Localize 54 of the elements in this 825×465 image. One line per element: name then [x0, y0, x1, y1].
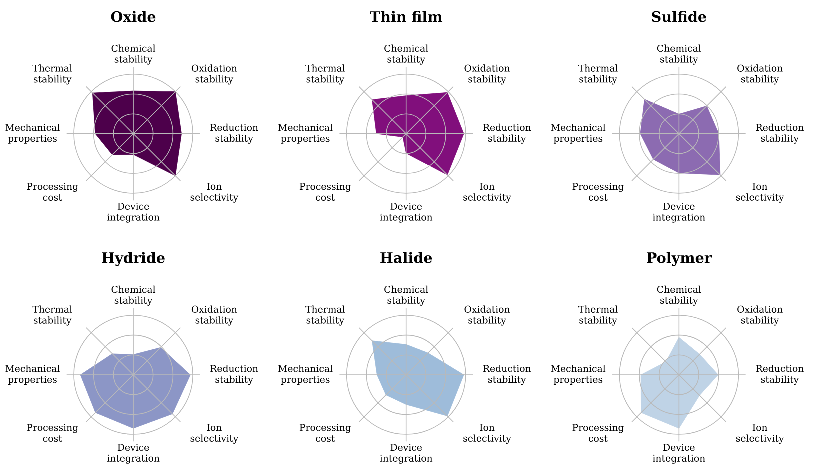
spoke-label: Mechanical properties: [551, 124, 606, 144]
spoke-label: Ion selectivity: [464, 183, 512, 203]
spoke-label: Processing cost: [300, 424, 352, 442]
spoke-label: Mechanical properties: [6, 365, 60, 386]
spoke-label: Chemical stability: [657, 44, 702, 65]
spoke-label: Oxidation stability: [192, 306, 238, 326]
chart-title: Oxide: [111, 11, 156, 22]
spoke-label: Reduction stability: [210, 124, 258, 144]
spoke-label: Processing cost: [300, 183, 352, 202]
spoke-label: Thermal stability: [306, 306, 346, 326]
spoke-label: Device integration: [107, 203, 160, 223]
spoke-label: Chemical stability: [384, 286, 428, 306]
spoke-label: Ion selectivity: [736, 183, 784, 203]
spoke-label: Ion selectivity: [736, 424, 784, 444]
spoke-label: Reduction stability: [756, 124, 804, 144]
spoke-label: Device integration: [653, 444, 706, 464]
spoke-label: Thermal stability: [578, 64, 618, 85]
spoke-label: Mechanical properties: [551, 365, 606, 386]
spoke-label: Processing cost: [27, 183, 78, 202]
chart-title: Sulfide: [652, 11, 706, 22]
spoke-label: Ion selectivity: [190, 424, 239, 444]
spoke-label: Oxidation stability: [738, 306, 783, 326]
spoke-label: Oxidation stability: [464, 64, 510, 85]
spoke-label: Chemical stability: [112, 44, 156, 65]
chart-title: Halide: [380, 252, 432, 264]
spoke-label: Ion selectivity: [190, 183, 239, 203]
spoke-label: Reduction stability: [483, 124, 532, 144]
spoke-label: Mechanical properties: [6, 124, 60, 144]
spoke-label: Processing cost: [27, 424, 78, 442]
spoke-label: Oxidation stability: [738, 64, 783, 85]
spoke-label: Processing cost: [572, 424, 624, 442]
spoke-label: Oxidation stability: [192, 64, 238, 85]
spoke-label: Device integration: [653, 203, 706, 223]
spoke-label: Reduction stability: [756, 365, 804, 386]
spoke-label: Chemical stability: [657, 286, 702, 306]
spoke-label: Thermal stability: [32, 306, 72, 326]
spoke-label: Device integration: [107, 444, 160, 464]
spoke-label: Device integration: [380, 444, 433, 464]
chart-title: Hydride: [102, 252, 165, 266]
spoke-label: Device integration: [380, 203, 433, 223]
chart-title: Thin film: [370, 11, 443, 22]
spoke-label: Reduction stability: [210, 365, 258, 386]
spoke-label: Thermal stability: [306, 64, 346, 85]
spoke-label: Thermal stability: [578, 306, 618, 326]
spoke-label: Thermal stability: [32, 64, 72, 85]
spoke-label: Mechanical properties: [278, 365, 333, 386]
spoke-label: Ion selectivity: [464, 424, 512, 444]
spoke-label: Processing cost: [572, 183, 624, 202]
spoke-label: Mechanical properties: [278, 124, 333, 144]
chart-title: Polymer: [647, 252, 712, 266]
spoke-label: Chemical stability: [384, 44, 428, 65]
spoke-label: Reduction stability: [483, 365, 532, 386]
spoke-label: Chemical stability: [112, 286, 156, 306]
spoke-label: Oxidation stability: [464, 306, 510, 326]
